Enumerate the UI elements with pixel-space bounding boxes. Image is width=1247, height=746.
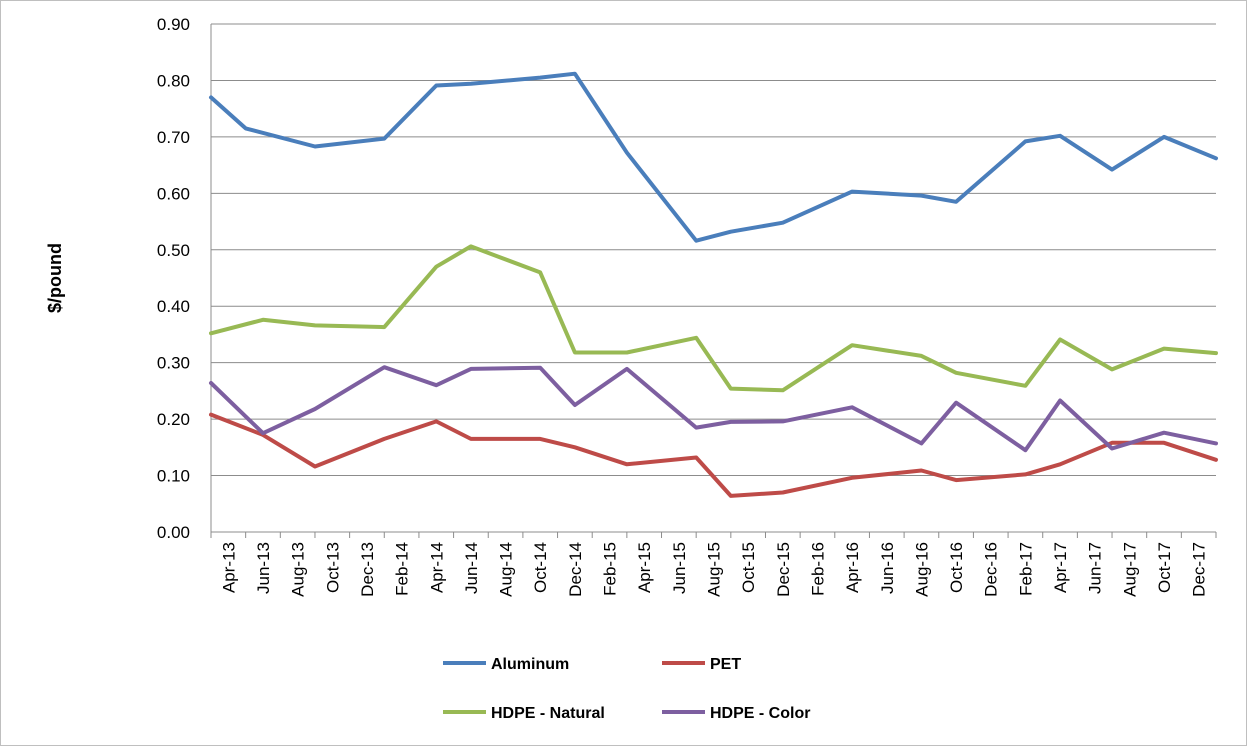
y-tick-label: 0.50 xyxy=(157,241,190,260)
y-tick-label: 0.40 xyxy=(157,297,190,316)
x-tick-label: Jun-13 xyxy=(254,542,273,594)
legend-label-hdpe-natural: HDPE - Natural xyxy=(491,705,605,722)
x-tick-label: Apr-17 xyxy=(1051,542,1070,593)
x-tick-label: Apr-15 xyxy=(635,542,654,593)
y-tick-label: 0.60 xyxy=(157,184,190,203)
x-tick-label: Apr-14 xyxy=(427,542,446,593)
x-tick-label: Aug-16 xyxy=(912,542,931,597)
x-tick-label: Feb-16 xyxy=(808,542,827,596)
x-tick-label: Jun-15 xyxy=(670,542,689,594)
x-tick-label: Feb-17 xyxy=(1016,542,1035,596)
y-tick-label: 0.20 xyxy=(157,410,190,429)
x-tick-label: Jun-17 xyxy=(1086,542,1105,594)
legend-label-hdpe-color: HDPE - Color xyxy=(710,705,810,722)
x-tick-label: Dec-13 xyxy=(358,542,377,597)
x-tick-label: Dec-15 xyxy=(774,542,793,597)
axes: 0.00 0.10 0.20 0.30 0.40 0.50 0.60 0.70 0.80 0.90… xyxy=(157,15,1217,597)
y-tick-label: 0.00 xyxy=(157,523,190,542)
y-tick-label: 0.80 xyxy=(157,71,190,90)
series-line-hdpe-color xyxy=(209,365,1218,453)
series-line-aluminum xyxy=(209,71,1218,243)
series-line-hdpe-natural xyxy=(209,244,1218,393)
x-tick-label: Aug-14 xyxy=(497,542,516,597)
series-line-pet xyxy=(209,412,1218,498)
legend-label-aluminum: Aluminum xyxy=(491,656,569,673)
x-tick-label: Feb-15 xyxy=(601,542,620,596)
x-tick-label: Oct-14 xyxy=(531,542,550,593)
y-tick-label: 0.90 xyxy=(157,15,190,34)
x-tick-label: Feb-14 xyxy=(393,542,412,596)
legend-label-pet: PET xyxy=(710,656,741,673)
y-axis-label: $/pound xyxy=(45,243,65,313)
x-tick-label: Dec-16 xyxy=(982,542,1001,597)
y-tick-label: 0.30 xyxy=(157,354,190,373)
x-tick-label: Aug-13 xyxy=(289,542,308,597)
x-tick-label: Jun-14 xyxy=(462,542,481,594)
x-tick-label: Oct-16 xyxy=(947,542,966,593)
x-tick-label: Jun-16 xyxy=(878,542,897,594)
y-tick-label: 0.70 xyxy=(157,128,190,147)
series-lines xyxy=(209,71,1218,498)
x-tick-label: Oct-13 xyxy=(323,542,342,593)
x-tick-label: Apr-16 xyxy=(843,542,862,593)
x-tick-label: Aug-15 xyxy=(705,542,724,597)
x-tick-label: Oct-15 xyxy=(739,542,758,593)
y-tick-label: 0.10 xyxy=(157,467,190,486)
legend: Aluminum PET HDPE - Natural HDPE - Color xyxy=(443,656,810,722)
x-tick-label: Oct-17 xyxy=(1155,542,1174,593)
x-tick-label: Dec-14 xyxy=(566,542,585,597)
x-tick-label: Dec-17 xyxy=(1190,542,1209,597)
x-tick-label: Aug-17 xyxy=(1120,542,1139,597)
x-tick-label: Apr-13 xyxy=(219,542,238,593)
